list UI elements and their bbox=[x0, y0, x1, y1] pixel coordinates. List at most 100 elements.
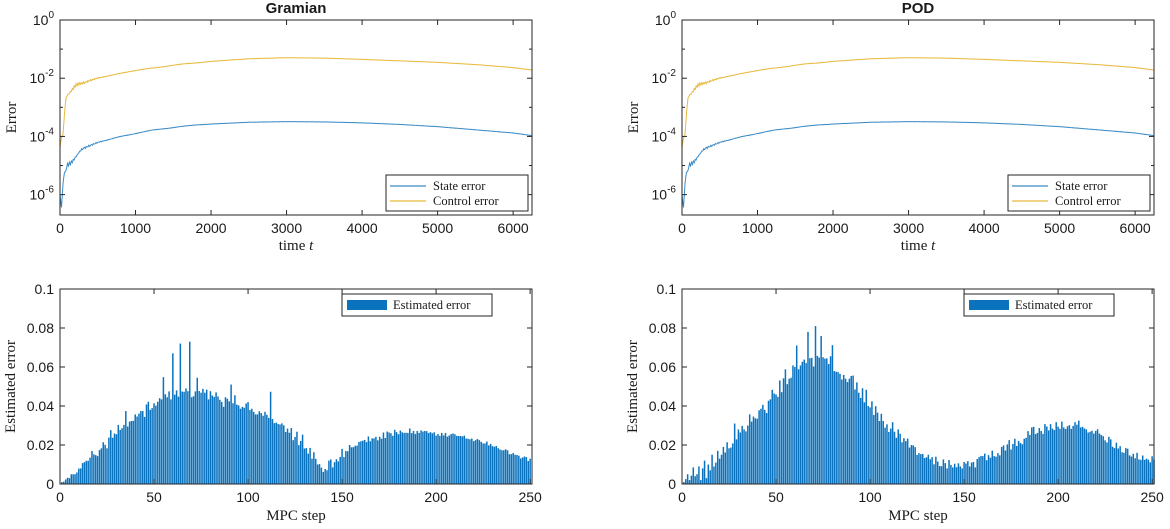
bar bbox=[375, 436, 377, 484]
bar bbox=[739, 432, 742, 484]
bar bbox=[1012, 444, 1014, 484]
bar bbox=[888, 431, 890, 484]
bar bbox=[429, 432, 432, 484]
bar bbox=[871, 401, 873, 484]
bar bbox=[880, 413, 883, 484]
bar bbox=[865, 389, 868, 484]
bar bbox=[1064, 429, 1067, 484]
bar bbox=[1062, 427, 1065, 484]
series-line-control-error bbox=[59, 57, 533, 148]
bar bbox=[190, 397, 193, 484]
bar bbox=[790, 377, 792, 484]
y-tick-label: 100 bbox=[33, 10, 55, 28]
bar bbox=[316, 464, 319, 484]
bar bbox=[839, 373, 841, 484]
bar bbox=[145, 404, 148, 484]
bar bbox=[893, 431, 896, 484]
bar bbox=[93, 454, 95, 484]
y-tick-label: 10-6 bbox=[652, 185, 677, 203]
bar bbox=[732, 443, 734, 484]
bar bbox=[262, 415, 264, 484]
bar bbox=[965, 463, 967, 484]
bar bbox=[480, 441, 482, 484]
bar bbox=[414, 433, 417, 484]
bar bbox=[286, 428, 289, 484]
bar bbox=[147, 401, 150, 484]
bar bbox=[504, 449, 507, 484]
x-tick-label: 150 bbox=[330, 489, 354, 505]
bar bbox=[803, 359, 805, 484]
bar bbox=[878, 421, 881, 484]
bar bbox=[690, 475, 693, 484]
axes-box bbox=[59, 19, 533, 216]
bar bbox=[1093, 433, 1095, 484]
bar bbox=[692, 467, 695, 484]
bar bbox=[1104, 440, 1106, 484]
bar bbox=[153, 403, 155, 484]
bar bbox=[1042, 433, 1044, 484]
bar bbox=[762, 404, 764, 484]
bar bbox=[110, 430, 112, 484]
bar bbox=[1108, 436, 1110, 484]
bar bbox=[826, 358, 828, 484]
bar bbox=[85, 460, 88, 484]
bar bbox=[345, 451, 347, 484]
bar bbox=[198, 390, 200, 484]
y-tick-label: 0.02 bbox=[27, 437, 54, 453]
bar bbox=[420, 430, 422, 485]
bar bbox=[688, 480, 691, 484]
bar bbox=[194, 391, 197, 485]
bar bbox=[709, 470, 711, 484]
bar bbox=[217, 396, 219, 484]
y-tick-label: 10-2 bbox=[652, 68, 677, 86]
bar bbox=[952, 467, 954, 484]
bar bbox=[132, 420, 135, 484]
x-tick-label: 250 bbox=[518, 489, 542, 505]
bar bbox=[267, 417, 270, 484]
bar bbox=[820, 336, 822, 484]
x-tick-label: 1000 bbox=[742, 220, 773, 236]
bar bbox=[175, 390, 178, 484]
bar bbox=[997, 453, 999, 484]
bar bbox=[89, 457, 91, 484]
bar bbox=[457, 436, 460, 484]
bar bbox=[726, 442, 728, 484]
bar bbox=[859, 398, 862, 484]
bar bbox=[856, 382, 858, 484]
bar bbox=[111, 437, 114, 484]
bar bbox=[410, 433, 413, 484]
bar bbox=[968, 466, 971, 484]
bar bbox=[247, 402, 249, 484]
bar bbox=[683, 482, 685, 484]
bar bbox=[1068, 425, 1071, 484]
bar bbox=[906, 438, 909, 484]
bar bbox=[369, 441, 372, 484]
bar bbox=[328, 460, 330, 484]
x-tick-label: 200 bbox=[1046, 489, 1070, 505]
bar bbox=[337, 461, 340, 484]
y-tick-label: 10-4 bbox=[652, 126, 677, 144]
bar bbox=[942, 459, 945, 484]
bar bbox=[108, 437, 110, 484]
bar bbox=[716, 450, 719, 484]
chart-gramian: 0 1000 2000 3000 4000 5000 6000 100 10-2 10-4 10-6… bbox=[4, 0, 533, 254]
bar bbox=[252, 411, 255, 484]
bar bbox=[215, 392, 217, 484]
bar bbox=[771, 389, 774, 484]
y-tick-label: 0.06 bbox=[27, 359, 54, 375]
bar bbox=[782, 378, 785, 484]
bar bbox=[722, 446, 725, 484]
bar bbox=[837, 372, 839, 484]
axes-box bbox=[59, 288, 533, 485]
x-tick-label: 50 bbox=[146, 489, 162, 505]
bar bbox=[940, 466, 943, 484]
bar bbox=[211, 395, 214, 484]
bar bbox=[995, 456, 997, 484]
bar bbox=[224, 397, 227, 484]
bar bbox=[330, 459, 332, 484]
bars bbox=[61, 341, 531, 485]
bar bbox=[245, 403, 247, 484]
bar bbox=[501, 450, 503, 484]
bar bbox=[841, 379, 843, 484]
